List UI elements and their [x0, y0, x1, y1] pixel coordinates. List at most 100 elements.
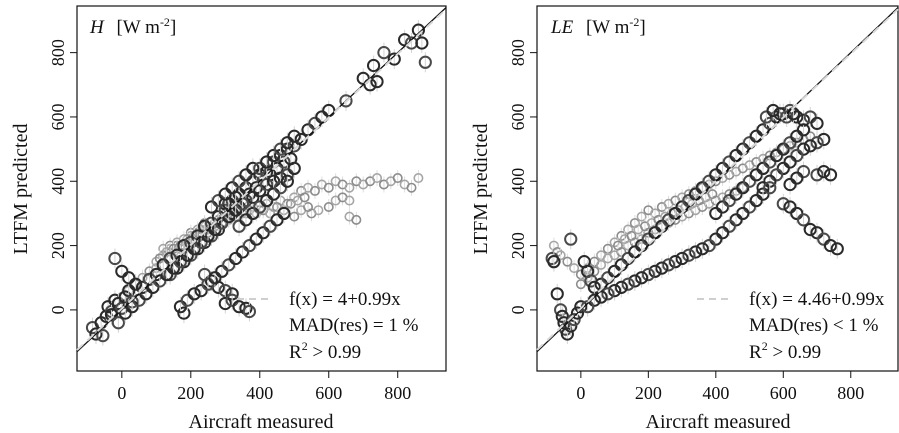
- data-point: [366, 58, 381, 73]
- y-axis-title: LTFM predicted: [470, 124, 492, 255]
- x-tick-label: 600: [315, 383, 342, 403]
- data-point: [817, 132, 831, 147]
- data-point: [554, 303, 568, 317]
- data-point: [569, 263, 580, 274]
- data-point: [108, 251, 122, 266]
- data-point: [810, 116, 824, 130]
- data-point: [339, 94, 353, 108]
- data-point: [776, 197, 790, 211]
- fit-line: [536, 8, 899, 351]
- data-point: [707, 189, 718, 200]
- data-point: [636, 211, 647, 222]
- data-point: [570, 306, 585, 320]
- legend-fit-label: f(x) = 4+0.99x: [289, 289, 401, 310]
- data-point: [323, 182, 334, 193]
- legend-r2-label: R2 > 0.99: [289, 339, 361, 363]
- y-tick-label: 800: [48, 39, 68, 66]
- data-point: [547, 255, 561, 269]
- data-point: [560, 327, 574, 341]
- data-point: [299, 192, 310, 203]
- data-point: [602, 253, 613, 264]
- data-point: [294, 132, 308, 147]
- data-point: [96, 329, 110, 343]
- data-point: [89, 327, 103, 341]
- y-tick-label: 800: [508, 39, 528, 66]
- data-point: [823, 168, 838, 182]
- data-point: [668, 255, 682, 269]
- panel-le: 0 200 400 600 800 0 200 400 600 800 LE [W m-2] f…: [470, 5, 899, 433]
- data-point: [661, 258, 676, 272]
- data-point: [415, 36, 429, 50]
- data-point: [555, 309, 569, 323]
- y-tick-label: 0: [48, 305, 68, 314]
- legend-mad-label: MAD(res) = 1 %: [289, 315, 419, 336]
- data-point: [187, 287, 201, 301]
- panel-label: LE [W m-2]: [550, 15, 646, 38]
- x-axis-title: Aircraft measured: [189, 411, 334, 433]
- data-point: [621, 277, 635, 291]
- data-point: [218, 296, 232, 311]
- x-tick-label: 400: [702, 383, 729, 403]
- data-point: [232, 300, 246, 314]
- data-point: [575, 279, 586, 290]
- x-tick-label: 600: [770, 383, 797, 403]
- data-point: [344, 182, 355, 193]
- data-point: [810, 168, 824, 182]
- panel-label: H [W m-2]: [89, 15, 176, 38]
- data-point: [641, 267, 655, 282]
- legend-r2-label: R2 > 0.99: [749, 339, 821, 363]
- y-axis: 0 200 400 600 800: [48, 39, 77, 314]
- data-point: [287, 161, 301, 176]
- x-axis: 0 200 400 600 800: [117, 371, 411, 403]
- data-point: [675, 251, 689, 266]
- data-point: [655, 261, 669, 275]
- data-point: [387, 52, 401, 66]
- data-point: [370, 74, 384, 89]
- data-points: [545, 100, 844, 345]
- data-point: [634, 271, 649, 285]
- data-point: [763, 181, 777, 195]
- y-tick-label: 400: [508, 168, 528, 195]
- data-point: [418, 55, 432, 69]
- y-tick-label: 0: [508, 305, 528, 314]
- data-point: [242, 304, 257, 319]
- data-point: [682, 248, 696, 262]
- data-point: [413, 173, 424, 184]
- data-point: [351, 214, 362, 225]
- data-point: [612, 240, 623, 251]
- data-point: [246, 161, 260, 176]
- legend-fit-label: f(x) = 4.46+0.99x: [749, 289, 885, 310]
- data-point: [614, 280, 628, 294]
- x-axis: 0 200 400 600 800: [576, 371, 864, 403]
- y-tick-label: 200: [508, 232, 528, 259]
- data-point: [766, 103, 780, 118]
- data-point: [564, 232, 578, 246]
- data-point: [628, 274, 642, 288]
- data-point: [626, 230, 637, 241]
- data-point: [344, 195, 355, 206]
- x-tick-label: 200: [635, 383, 662, 403]
- data-point: [550, 287, 564, 301]
- plot-frame: [76, 5, 447, 372]
- data-point: [601, 287, 615, 301]
- x-tick-label: 0: [117, 383, 126, 403]
- data-point: [780, 110, 794, 124]
- data-point: [177, 306, 191, 320]
- data-point: [803, 222, 817, 237]
- data-point: [313, 205, 324, 216]
- x-axis-title: Aircraft measured: [646, 411, 791, 433]
- data-point: [289, 211, 300, 222]
- data-point: [372, 173, 383, 184]
- y-axis-title: LTFM predicted: [10, 124, 32, 255]
- data-point: [323, 201, 334, 212]
- y-tick-label: 600: [508, 103, 528, 130]
- data-point: [817, 165, 831, 179]
- y-axis: 0 200 400 600 800: [508, 39, 537, 314]
- data-point: [392, 173, 403, 184]
- data-point: [377, 46, 391, 60]
- data-point: [277, 206, 291, 221]
- one-to-one-line: [536, 7, 899, 353]
- data-point: [830, 242, 844, 256]
- data-point: [607, 284, 622, 298]
